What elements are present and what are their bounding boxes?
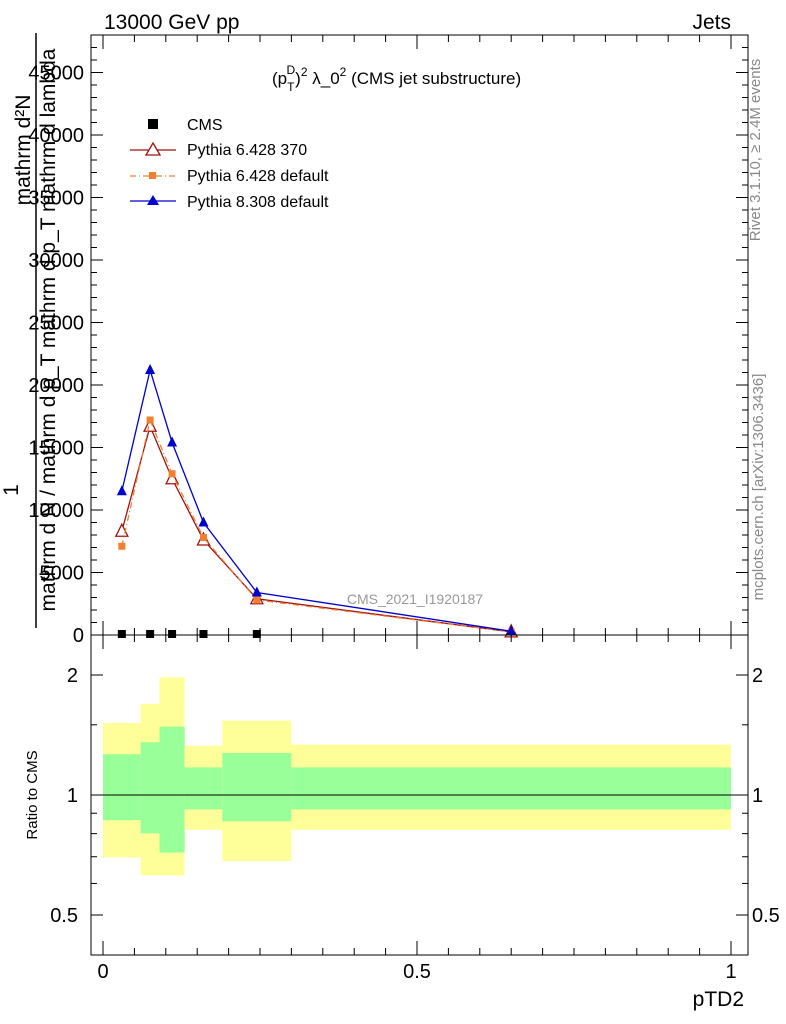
plot-title-sup: D [286,63,295,77]
main-y-tick-label: 30000 [28,250,84,272]
p6-default-point [118,542,126,550]
p6-default-point [199,534,207,541]
p8-point [251,586,262,597]
ratio-y-label: Ratio to CMS [24,750,41,839]
p6-default-point [253,596,261,604]
p6-default-point [168,470,176,478]
main-y-tick-label: 35000 [28,188,84,210]
header-collision: 13000 GeV pp [104,11,239,34]
ratio-band-inner [184,767,223,810]
p6-default-point [146,416,154,424]
legend-p8-marker [147,195,159,205]
main-y-tick-label: 20000 [28,375,84,397]
legend: CMS Pythia 6.428 370 Pythia 6.428 defaul… [130,117,329,211]
main-y-tick-label: 5000 [40,563,85,585]
p8-point [167,436,178,447]
series-line-p8 [121,367,512,632]
legend-cms-label: CMS [187,117,223,134]
ratio-band-inner [291,767,731,810]
plot-title: (pTD)2 λ_02 (CMS jet substructure) [272,63,521,94]
ratio-band-inner [222,753,292,822]
series-layer [114,364,519,638]
main-y-tick-label: 10000 [28,500,84,522]
plot-title-desc: (CMS jet substructure) [351,69,521,88]
rivet-label: Rivet 3.1.10, ≥ 2.4M events [747,59,764,242]
legend-p6-def-marker [149,172,156,179]
main-y-label-one: 1 [0,484,23,496]
ratio-y-tick-label: 0.5 [50,905,78,927]
ratio-x-tick-label: 0 [97,961,108,983]
ratio-bands [103,677,731,876]
ratio-y-tick-label: 1 [67,785,78,807]
cms-data-point [146,630,155,638]
plot-title-close: ) [295,69,301,88]
legend-cms-marker [148,119,158,129]
analysis-watermark: CMS_2021_I1920187 [347,591,483,607]
ratio-y-tick-label-right: 2 [752,665,763,687]
series-line-p6_def [121,417,512,633]
cms-data-point [117,630,126,638]
p8-point [506,625,517,636]
p8-point [198,516,209,527]
ratio-x-tick-label: 0.5 [403,961,431,983]
cms-data-point [199,630,208,638]
mcplots-label: mcplots.cern.ch [arXiv:1306.3436] [750,374,767,601]
legend-p8-label: Pythia 8.308 default [187,194,329,211]
p8-point [145,364,156,374]
plot-title-pow: 2 [301,65,308,79]
plot-title-part: (p [272,69,287,88]
legend-p6-370-marker [144,141,162,156]
ratio-y-tick-label: 2 [67,665,78,687]
ratio-band-inner [103,754,141,821]
main-y-tick-label: 25000 [28,313,84,335]
ratio-y-ticks: 0.5 0.5 1 1 2 2 [50,665,780,927]
main-y-tick-label: 45000 [28,63,84,85]
ratio-band-inner [159,726,185,853]
ratio-y-tick-label-right: 1 [752,785,763,807]
p6-370-point [143,417,158,432]
header-jets: Jets [692,11,731,34]
x-axis-label: pTD2 [693,988,744,1011]
ratio-y-tick-label-right: 0.5 [752,905,780,927]
plot-title-sub: T [287,80,295,94]
main-y-tick-label: 0 [73,625,84,647]
ratio-x-tick-label: 1 [725,961,736,983]
legend-p6-def-label: Pythia 6.428 default [187,168,329,185]
plot-title-pow2: 2 [340,65,347,79]
main-y-label-den: mathrm d N / mathrm d p_T mathrm d p_T m… [37,48,60,611]
ratio-band-inner [140,742,160,834]
main-x-ticks [102,35,732,635]
ratio-x-ticks: 0 0.5 1 [97,635,737,983]
main-y-tick-label: 15000 [28,438,84,460]
p8-point [116,485,127,496]
cms-data-point [252,630,261,638]
main-y-label: 1 mathrm d²N mathrm d N / mathrm d p_T m… [0,33,60,628]
main-y-ticks: 0 5000 10000 15000 20000 25000 30000 35000 40000… [28,47,748,647]
main-y-tick-label: 40000 [28,125,84,147]
main-y-label-num: mathrm d²N [12,95,35,206]
cms-data-point [168,630,177,638]
legend-p6-370-label: Pythia 6.428 370 [187,142,307,159]
plot-title-lambda: λ_0 [312,69,339,88]
